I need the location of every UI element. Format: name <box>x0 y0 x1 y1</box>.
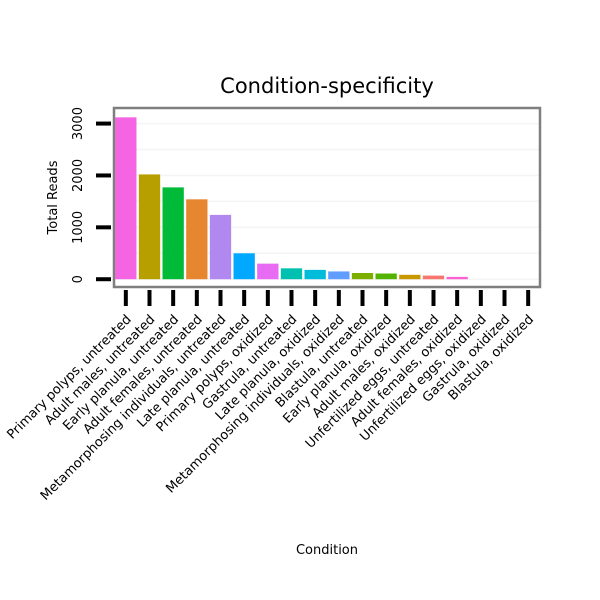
plot-panel <box>112 106 542 289</box>
bar <box>304 269 326 280</box>
bar <box>115 117 137 280</box>
y-tick-label: 0 <box>71 275 86 283</box>
y-axis-label: Total Reads <box>46 160 61 235</box>
y-tick-label: 2000 <box>71 159 86 192</box>
bar <box>233 253 255 280</box>
bar <box>399 274 421 280</box>
bar <box>446 276 468 280</box>
bar <box>138 174 161 280</box>
bar <box>257 263 279 280</box>
y-tick-label: 1000 <box>71 211 86 244</box>
y-tick-label: 3000 <box>71 107 86 140</box>
chart-title: Condition-specificity <box>220 74 434 98</box>
y-axis: 0 1000 2000 3000 <box>71 107 111 283</box>
grid-layer <box>114 122 540 280</box>
bar <box>422 275 445 280</box>
bar <box>280 268 303 280</box>
bars-layer <box>115 117 468 280</box>
bar <box>375 273 397 280</box>
bar <box>328 271 350 280</box>
bar <box>162 187 184 280</box>
bar <box>209 214 232 280</box>
bar <box>351 272 374 280</box>
x-axis-label: Condition <box>296 543 358 558</box>
bar <box>186 199 208 280</box>
